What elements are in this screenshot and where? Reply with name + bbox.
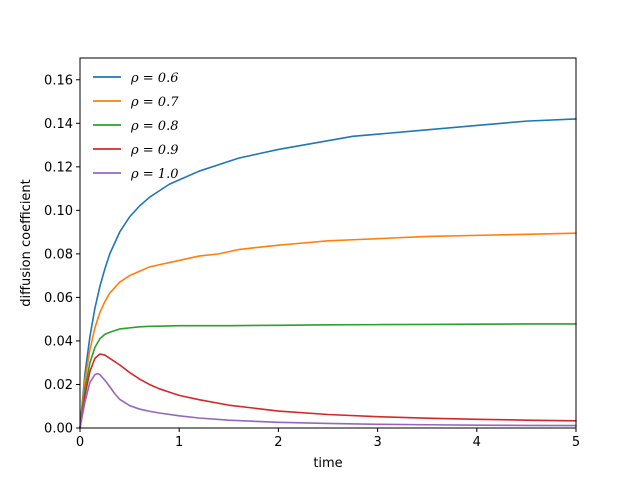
legend-label-5: ρ = 1.0 (130, 167, 178, 182)
plot-frame (79, 57, 577, 429)
y-tick-label: 0.06 (44, 291, 73, 306)
legend-label-2: ρ = 0.7 (130, 95, 179, 110)
series-line-3 (79, 323, 577, 429)
x-tick-label: 5 (572, 435, 580, 450)
x-axis-label: time (313, 456, 342, 471)
y-tick-label: 0.02 (44, 378, 73, 393)
legend: ρ = 0.6 ρ = 0.7 ρ = 0.8 ρ = 0.9 ρ = 1.0 (93, 71, 179, 182)
x-tick-label: 4 (473, 435, 481, 450)
y-tick-label: 0.04 (44, 334, 73, 349)
x-tick-label: 0 (76, 435, 84, 450)
y-axis: 0.00 0.02 0.04 0.06 0.08 0.10 0.12 0.14 0.16 (44, 73, 80, 437)
y-tick-label: 0.16 (44, 73, 73, 88)
series-layer (79, 118, 577, 429)
series-line-2 (79, 232, 577, 429)
plot-area (80, 58, 576, 428)
y-axis-label: diffusion coefficient (19, 179, 34, 307)
legend-label-1: ρ = 0.6 (130, 71, 178, 86)
series-line-1 (79, 118, 577, 429)
y-tick-label: 0.00 (44, 422, 73, 437)
series-line-4 (79, 353, 577, 429)
legend-label-4: ρ = 0.9 (130, 143, 178, 158)
series-line-5 (79, 372, 577, 429)
y-tick-label: 0.12 (44, 160, 73, 175)
x-tick-label: 1 (175, 435, 183, 450)
y-tick-label: 0.08 (44, 247, 73, 262)
x-axis: 0 1 2 3 4 5 (76, 428, 580, 450)
y-tick-label: 0.10 (44, 204, 73, 219)
y-tick-label: 0.14 (44, 117, 73, 132)
x-tick-label: 2 (274, 435, 282, 450)
legend-label-3: ρ = 0.8 (130, 119, 178, 134)
x-tick-label: 3 (373, 435, 381, 450)
